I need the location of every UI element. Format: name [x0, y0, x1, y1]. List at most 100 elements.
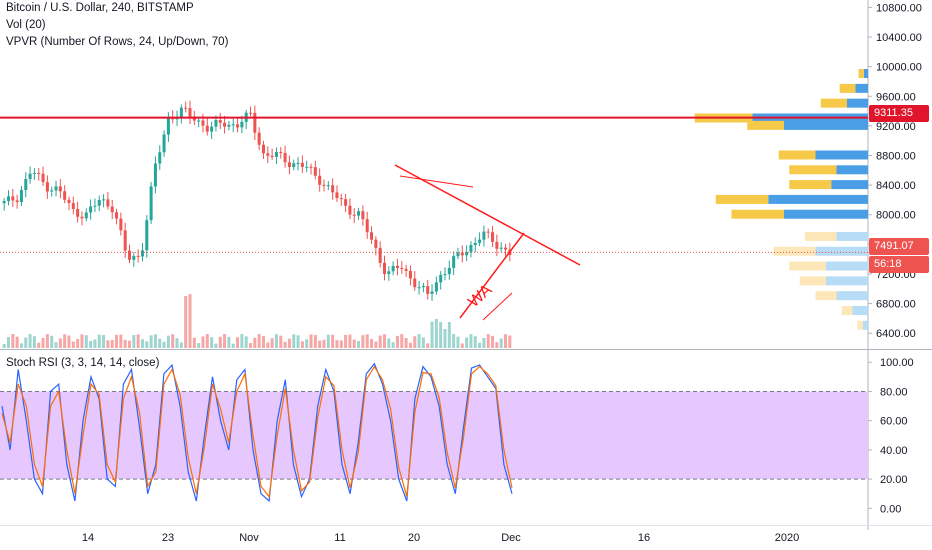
time-tick-label: 23 — [162, 532, 174, 544]
price-tick-label: 8000.00 — [876, 210, 916, 222]
candle-body — [227, 124, 231, 127]
last-price-tag: 7491.07 — [869, 238, 929, 255]
vpvr-up-bar — [784, 120, 868, 130]
candle-body — [218, 120, 222, 123]
volume-bar — [71, 341, 75, 348]
candle-body — [426, 285, 430, 294]
candle-body — [382, 262, 387, 275]
candle-body — [97, 200, 101, 206]
volume-bar — [270, 338, 274, 348]
volume-bar — [123, 339, 127, 348]
vpvr-down-bar — [747, 120, 784, 130]
volume-bar — [378, 335, 382, 348]
candle-body — [443, 274, 447, 276]
volume-bar — [408, 342, 412, 348]
volume-bar — [97, 334, 101, 348]
vpvr-down-bar — [789, 180, 832, 190]
chart-title: Bitcoin / U.S. Dollar, 240, BITSTAMP — [6, 2, 194, 14]
candle-body — [309, 166, 313, 168]
candle-body — [71, 202, 75, 209]
volume-bar — [188, 294, 192, 348]
vpvr-down-bar — [773, 246, 816, 256]
candle-body — [430, 291, 434, 294]
volume-bar — [309, 334, 313, 348]
candle-body — [28, 173, 32, 180]
volume-bar — [452, 334, 456, 348]
candle-body — [486, 231, 490, 233]
candle-body — [24, 179, 28, 191]
volume-bar — [205, 334, 209, 348]
candle-body — [352, 214, 356, 216]
candle-body — [67, 199, 71, 203]
volume-bar — [326, 334, 330, 348]
volume-indicator-label: Vol (20) — [6, 19, 46, 31]
volume-bar — [106, 340, 110, 348]
candle-body — [136, 255, 140, 257]
candle-body — [253, 112, 257, 133]
candle-body — [210, 126, 214, 132]
volume-bar — [434, 319, 438, 348]
candle-body — [456, 252, 460, 257]
vpvr-down-bar — [815, 291, 837, 301]
volume-bar — [395, 335, 399, 348]
volume-bar — [400, 334, 404, 348]
volume-bar — [93, 339, 97, 348]
candle-body — [365, 219, 369, 233]
osc-tick-label: 80.00 — [880, 386, 908, 398]
volume-bar — [102, 334, 106, 348]
price-tick-label: 8800.00 — [876, 150, 916, 162]
volume-bar — [45, 334, 49, 348]
candle-body — [106, 199, 110, 207]
vpvr-indicator-label: VPVR (Number Of Rows, 24, Up/Down, 70) — [6, 36, 229, 48]
volume-bar — [283, 341, 287, 348]
vpvr-down-bar — [858, 69, 864, 79]
candle-body — [417, 287, 421, 289]
candle-body — [179, 107, 183, 117]
volume-bar — [261, 336, 265, 348]
volume-bar — [89, 340, 93, 348]
volume-bar — [318, 340, 322, 348]
time-tick-label: Dec — [501, 532, 521, 544]
volume-bar — [465, 337, 469, 348]
candle-body — [404, 268, 408, 271]
candle-body — [322, 184, 326, 186]
candle-body — [391, 265, 395, 272]
volume-bar — [28, 334, 32, 348]
vpvr-down-bar — [731, 209, 784, 219]
volume-bar — [63, 334, 67, 348]
candle-body — [370, 232, 374, 240]
volume-bar — [352, 339, 356, 348]
candle-body — [223, 122, 227, 127]
candle-body — [149, 186, 153, 221]
volume-bar — [80, 334, 84, 348]
candle-body — [270, 155, 274, 157]
vpvr-up-bar — [768, 194, 868, 204]
candle-body — [348, 205, 352, 215]
volume-bar — [58, 338, 62, 348]
candle-body — [123, 230, 127, 251]
candle-body — [84, 212, 88, 219]
volume-bar — [54, 342, 58, 348]
bar-countdown-tag: 56:18 — [869, 256, 929, 273]
volume-bar — [115, 334, 119, 348]
vpvr-up-bar — [784, 209, 868, 219]
volume-bar — [192, 337, 196, 348]
volume-bar — [292, 334, 296, 348]
volume-bar — [508, 335, 512, 348]
volume-bar — [287, 338, 291, 348]
volume-bar — [214, 343, 218, 348]
candle-body — [491, 232, 495, 242]
volume-bar — [227, 336, 231, 348]
vpvr-down-bar — [778, 150, 816, 160]
volume-bar — [15, 336, 19, 348]
candle-body — [495, 241, 499, 249]
wa-annotation: WA — [465, 281, 495, 311]
candle-body — [400, 267, 404, 269]
vpvr-down-bar — [805, 231, 837, 241]
volume-bar — [417, 334, 421, 348]
candle-body — [58, 186, 62, 192]
candle-body — [292, 163, 296, 168]
candle-body — [54, 186, 58, 191]
candle-body — [447, 267, 451, 275]
